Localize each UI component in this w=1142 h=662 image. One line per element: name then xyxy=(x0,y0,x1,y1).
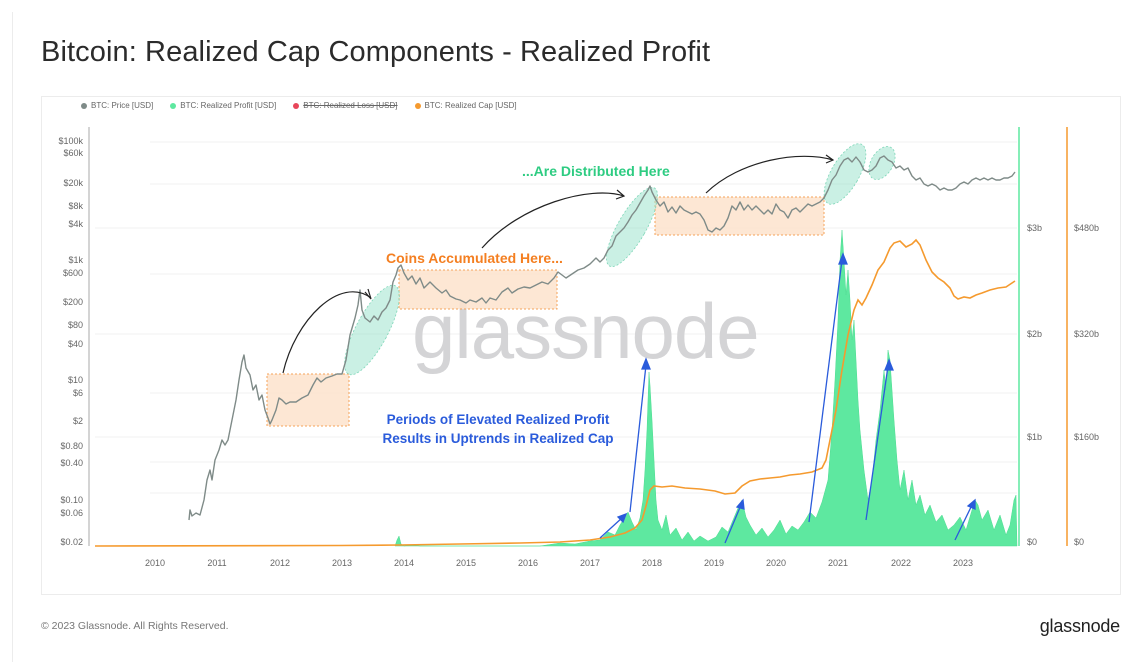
svg-text:$60k: $60k xyxy=(63,148,83,158)
arrowhead-icon xyxy=(735,498,745,510)
svg-text:2019: 2019 xyxy=(704,558,724,568)
svg-text:2020: 2020 xyxy=(766,558,786,568)
arrowhead-icon xyxy=(966,498,976,510)
accumulation-boxes xyxy=(266,196,825,427)
svg-text:$2b: $2b xyxy=(1027,329,1042,339)
svg-text:$100k: $100k xyxy=(58,136,83,146)
legend-label: BTC: Price [USD] xyxy=(91,101,154,110)
accumulation-box-2015 xyxy=(398,269,558,310)
svg-text:$20k: $20k xyxy=(63,178,83,188)
legend-dot-icon xyxy=(293,102,300,109)
svg-text:$0.40: $0.40 xyxy=(60,458,83,468)
svg-text:$3b: $3b xyxy=(1027,223,1042,233)
glassnode-logo[interactable]: glassnode xyxy=(1039,616,1120,636)
x-axis-ticks: 2010 2011 2012 2013 2014 2015 2016 2017 … xyxy=(145,558,973,568)
svg-text:$160b: $160b xyxy=(1074,432,1099,442)
page-left-rule xyxy=(12,12,13,662)
svg-text:$6: $6 xyxy=(73,388,83,398)
accumulation-box-2019 xyxy=(654,196,825,236)
svg-text:$0.80: $0.80 xyxy=(60,441,83,451)
accumulation-box-2012 xyxy=(266,373,350,427)
arrowhead-icon xyxy=(641,357,651,370)
svg-text:2012: 2012 xyxy=(270,558,290,568)
svg-text:2018: 2018 xyxy=(642,558,662,568)
legend-dot-icon xyxy=(414,102,421,109)
curved-arrow-icon xyxy=(481,192,625,249)
arrowhead-icon xyxy=(616,512,628,524)
arrowhead-icon xyxy=(884,358,894,371)
profit-axis-ticks: $3b $2b $1b $0 xyxy=(1027,223,1042,547)
legend-item-price[interactable]: BTC: Price [USD] xyxy=(81,101,153,110)
svg-text:$40: $40 xyxy=(68,339,83,349)
arrowhead-icon xyxy=(825,154,835,164)
legend-dot-icon xyxy=(170,102,177,109)
svg-text:2011: 2011 xyxy=(207,558,226,568)
svg-text:$480b: $480b xyxy=(1074,223,1099,233)
svg-text:2017: 2017 xyxy=(580,558,600,568)
svg-text:$10: $10 xyxy=(68,375,83,385)
page-title: Bitcoin: Realized Cap Components - Reali… xyxy=(41,36,711,68)
chart-legend: BTC: Price [USD] BTC: Realized Profit [U… xyxy=(81,101,517,110)
curved-arrow-icon xyxy=(282,291,372,374)
svg-text:$600: $600 xyxy=(63,268,83,278)
svg-text:2022: 2022 xyxy=(891,558,911,568)
svg-text:2016: 2016 xyxy=(518,558,538,568)
realized-cap-line xyxy=(94,238,1016,547)
annotation-distributed: ...Are Distributed Here xyxy=(522,163,670,179)
legend-item-realized-profit[interactable]: BTC: Realized Profit [USD] xyxy=(170,101,276,110)
annotation-accumulated: Coins Accumulated Here... xyxy=(386,250,563,266)
legend-label: BTC: Realized Loss [USD] xyxy=(303,101,398,110)
rotation-arrows xyxy=(282,154,835,374)
svg-text:$1b: $1b xyxy=(1027,432,1042,442)
svg-text:$0.10: $0.10 xyxy=(60,495,83,505)
svg-text:$0.06: $0.06 xyxy=(60,508,83,518)
legend-label: BTC: Realized Cap [USD] xyxy=(424,101,517,110)
svg-text:$0: $0 xyxy=(1074,537,1084,547)
svg-text:$8k: $8k xyxy=(68,201,83,211)
svg-text:$4k: $4k xyxy=(68,219,83,229)
svg-text:2013: 2013 xyxy=(332,558,352,568)
left-axis-ticks: $100k $60k $20k $8k $4k $1k $600 $200 $8… xyxy=(58,136,83,547)
chart-card xyxy=(41,96,1121,595)
curved-arrow-icon xyxy=(705,155,834,194)
svg-text:$200: $200 xyxy=(63,297,83,307)
svg-text:$1k: $1k xyxy=(68,255,83,265)
footer-copyright: © 2023 Glassnode. All Rights Reserved. xyxy=(41,620,229,632)
arrowhead-icon xyxy=(364,288,372,300)
svg-text:$0.02: $0.02 xyxy=(60,537,83,547)
svg-text:2023: 2023 xyxy=(953,558,973,568)
gridlines xyxy=(95,141,1017,494)
annotation-note-line2: Results in Uptrends in Realized Cap xyxy=(382,431,613,446)
svg-text:2015: 2015 xyxy=(456,558,476,568)
legend-item-realized-cap[interactable]: BTC: Realized Cap [USD] xyxy=(414,101,517,110)
svg-text:$0: $0 xyxy=(1027,537,1037,547)
profit-arrows xyxy=(599,252,976,544)
svg-text:$2: $2 xyxy=(73,416,83,426)
svg-text:$320b: $320b xyxy=(1074,329,1099,339)
price-line xyxy=(188,155,1016,521)
svg-text:$80: $80 xyxy=(68,320,83,330)
arrowhead-icon xyxy=(838,252,848,265)
distribution-ellipse-2017 xyxy=(606,187,658,267)
svg-text:2021: 2021 xyxy=(828,558,848,568)
svg-text:2014: 2014 xyxy=(394,558,414,568)
annotation-note-line1: Periods of Elevated Realized Profit xyxy=(387,412,610,427)
legend-item-realized-loss[interactable]: BTC: Realized Loss [USD] xyxy=(293,101,398,110)
arrowhead-icon xyxy=(615,189,626,200)
legend-label: BTC: Realized Profit [USD] xyxy=(180,101,277,110)
legend-dot-icon xyxy=(81,102,87,109)
distribution-ellipse-2021b xyxy=(868,146,896,180)
svg-text:2010: 2010 xyxy=(145,558,165,568)
distribution-ellipse-2021a xyxy=(823,143,867,205)
cap-axis-ticks: $480b $320b $160b $0 xyxy=(1074,223,1099,547)
distribution-ellipse-2013 xyxy=(344,284,400,376)
